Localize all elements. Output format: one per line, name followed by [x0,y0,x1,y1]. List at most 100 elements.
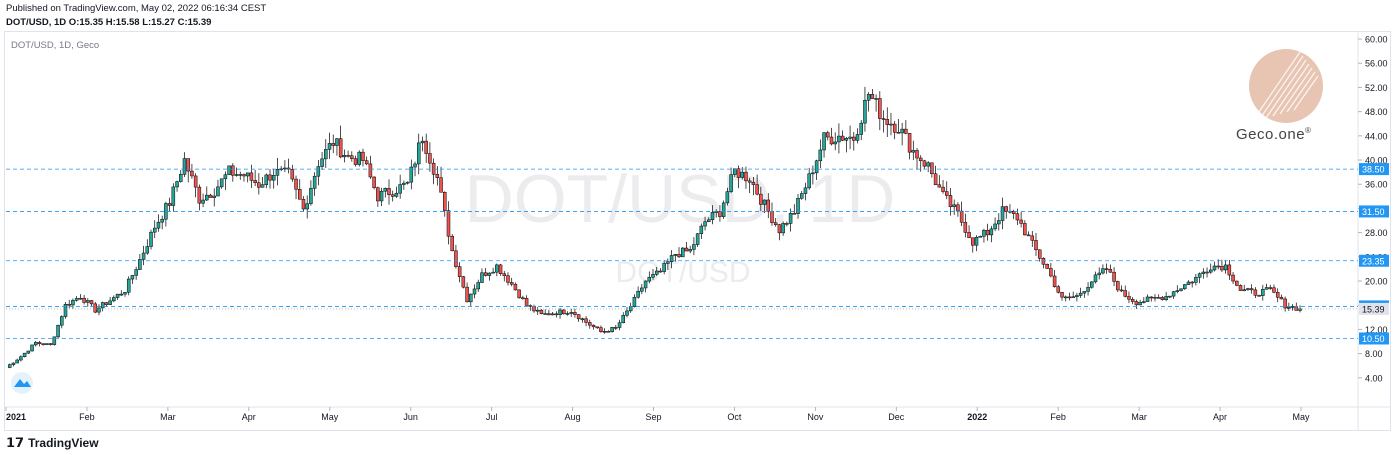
candle-body [777,224,782,234]
candle-body [878,98,882,119]
candle-body [1235,280,1239,286]
candle-body [874,98,878,100]
candle-body [171,186,176,206]
candle-body [350,155,354,159]
candle-body [138,259,142,270]
candle-body [15,359,19,364]
x-tick-label: Nov [807,412,824,422]
candle-body [911,150,916,153]
candle-body [357,151,361,165]
y-tick-label: 44.00 [1365,131,1388,141]
candle-body [1201,271,1206,274]
candle-body [1104,268,1109,270]
candle-body [524,298,529,306]
y-tick-label: 4.00 [1365,373,1383,383]
x-tick-label: 2021 [6,412,26,422]
candle-body [963,221,968,233]
candle-body [182,158,187,175]
candle-body [238,174,243,176]
candle-body [1045,263,1049,269]
candle-body [956,204,960,212]
candle-body [1182,284,1187,290]
chart-pane[interactable] [4,31,1391,431]
candle-body [859,122,863,135]
candle-body [398,184,402,194]
candle-body [915,150,919,159]
candle-body [550,313,555,316]
candle-body [974,236,979,246]
candle-body [1294,306,1299,311]
candle-body [457,266,462,277]
candle-body [71,300,75,306]
candle-body [1026,234,1031,237]
candle-body [1272,287,1276,293]
candle-body [416,142,421,165]
candle-body [621,314,626,324]
candle-body [521,297,525,300]
candle-body [197,186,202,204]
y-tick-label: 36.00 [1365,180,1388,190]
candle-body [231,165,235,176]
candle-body [294,178,298,190]
candle-body [30,344,34,352]
candle-body [205,194,209,201]
candle-body [651,274,655,278]
candle-body [1067,296,1072,299]
candle-body [606,331,611,333]
candle-body [312,175,317,189]
candle-body [982,229,986,237]
price-level-label: 38.50 [1362,165,1385,175]
candle-body [506,275,510,283]
candle-body [822,132,826,151]
x-tick-label: Jul [486,412,498,422]
candle-body [186,158,190,172]
candle-body [119,293,124,296]
candle-body [353,158,358,165]
candle-body [495,264,499,273]
candle-body [952,204,956,208]
candle-body [517,289,521,299]
candle-body [227,165,231,175]
candle-body [993,223,997,230]
candle-body [729,174,733,192]
candle-body [1179,288,1183,291]
geco-logo-stripe [1251,51,1301,123]
candle-body [439,177,443,193]
candle-body [52,336,57,345]
price-level-label: 10.50 [1362,334,1385,344]
candle-body [866,94,871,101]
candle-body [126,278,131,293]
candle-body [543,313,547,315]
cloud-badge-shape [14,379,31,387]
candle-body [112,297,116,302]
watermark-main: DOT/USD, 1D [465,161,896,237]
candle-body [721,202,726,217]
candle-body [1231,274,1235,282]
candle-body [573,312,577,315]
candle-body [1242,289,1246,291]
candle-body [1156,297,1161,299]
candle-body [811,172,815,175]
candle-body [896,132,901,134]
candle-body [1075,295,1079,297]
candle-body [818,149,823,162]
candle-body [1190,281,1194,284]
candle-body [747,180,752,183]
candle-body [1171,291,1176,297]
tradingview-brand: TradingView [28,436,99,450]
candle-body [945,191,949,196]
candle-body [781,223,785,234]
candle-body [930,162,934,175]
candle-body [632,296,637,307]
candle-body [104,302,109,305]
candle-body [461,276,466,288]
candle-body [290,169,295,180]
candle-body [45,343,49,345]
candle-body [97,307,101,313]
candle-body [863,99,867,124]
candle-body [469,293,473,303]
candle-body [149,231,153,247]
candle-body [1019,219,1023,224]
candle-body [833,141,837,145]
